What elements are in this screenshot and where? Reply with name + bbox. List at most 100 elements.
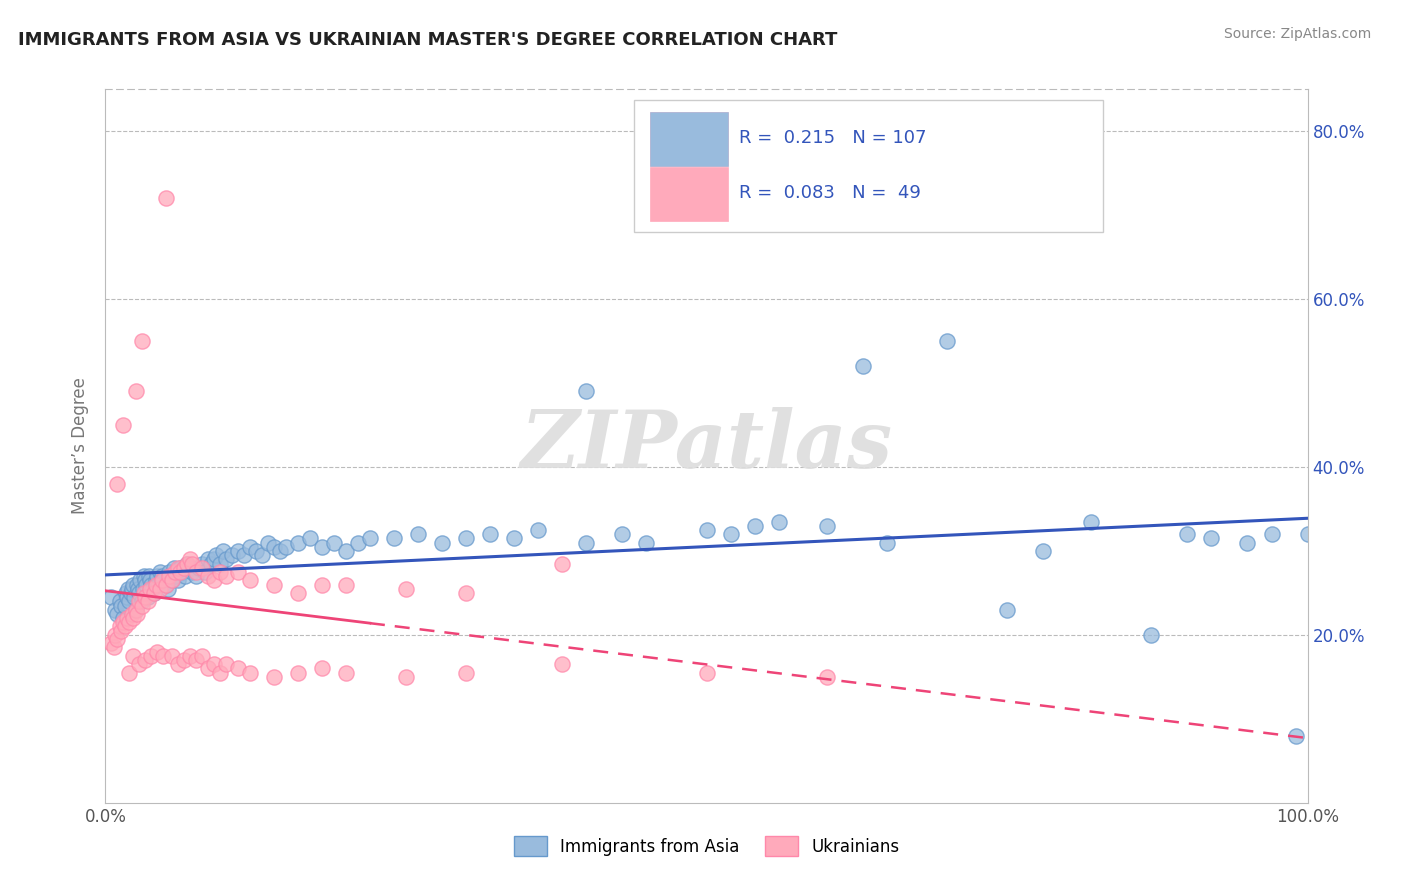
Point [108, 594, 131, 608]
Point [112, 611, 135, 625]
Point [146, 569, 169, 583]
Point [179, 552, 201, 566]
Point [112, 417, 135, 432]
Point [1080, 515, 1102, 529]
Point [165, 565, 187, 579]
Point [142, 586, 165, 600]
Point [382, 532, 405, 546]
Point [160, 648, 183, 663]
Point [142, 586, 165, 600]
Point [245, 544, 267, 558]
Point [208, 557, 231, 571]
Point [181, 557, 204, 571]
Point [190, 557, 212, 571]
Point [359, 532, 381, 546]
Point [551, 657, 574, 672]
Point [134, 653, 156, 667]
Point [190, 648, 212, 663]
Point [263, 540, 285, 554]
Point [136, 590, 159, 604]
Point [575, 384, 598, 399]
Point [239, 540, 262, 554]
Point [197, 569, 219, 583]
Point [136, 594, 159, 608]
Point [311, 540, 333, 554]
Point [226, 565, 249, 579]
Text: IMMIGRANTS FROM ASIA VS UKRAINIAN MASTER'S DEGREE CORRELATION CHART: IMMIGRANTS FROM ASIA VS UKRAINIAN MASTER… [18, 31, 838, 49]
Point [181, 565, 204, 579]
Point [184, 565, 207, 579]
Point [112, 615, 135, 630]
FancyBboxPatch shape [650, 167, 728, 220]
Point [1201, 532, 1223, 546]
Point [121, 607, 143, 621]
Point [250, 548, 273, 562]
Point [214, 569, 236, 583]
Point [430, 535, 453, 549]
Text: R =  0.083   N =  49: R = 0.083 N = 49 [740, 185, 921, 202]
Point [124, 603, 146, 617]
Point [479, 527, 502, 541]
Point [575, 535, 598, 549]
Point [176, 557, 198, 571]
Point [936, 334, 959, 348]
Point [269, 544, 291, 558]
Point [120, 586, 142, 600]
Point [406, 527, 429, 541]
Point [134, 590, 156, 604]
Point [1260, 527, 1282, 541]
Point [188, 560, 211, 574]
Point [173, 560, 195, 574]
Point [1296, 527, 1319, 541]
Point [551, 557, 574, 571]
Point [166, 657, 188, 672]
Point [107, 632, 129, 646]
Point [335, 577, 357, 591]
Y-axis label: Master’s Degree: Master’s Degree [72, 377, 90, 515]
Point [134, 574, 156, 588]
Point [190, 560, 212, 574]
Point [184, 653, 207, 667]
FancyBboxPatch shape [634, 100, 1104, 232]
Point [155, 191, 177, 205]
Point [226, 661, 249, 675]
Point [129, 574, 152, 588]
Point [107, 607, 129, 621]
Point [131, 599, 153, 613]
Point [169, 560, 191, 574]
Point [152, 648, 174, 663]
Point [173, 653, 195, 667]
Point [155, 577, 177, 591]
Point [169, 565, 191, 579]
Point [696, 665, 718, 680]
Point [157, 565, 180, 579]
Point [173, 569, 195, 583]
Point [125, 607, 148, 621]
Point [172, 565, 194, 579]
Point [132, 586, 155, 600]
Point [166, 560, 188, 574]
Point [131, 334, 153, 348]
Point [612, 527, 634, 541]
Point [744, 518, 766, 533]
Point [214, 552, 236, 566]
Point [454, 532, 477, 546]
Point [995, 603, 1018, 617]
Point [503, 532, 526, 546]
Point [335, 544, 357, 558]
Point [221, 548, 243, 562]
Point [815, 670, 838, 684]
Point [395, 582, 418, 596]
Point [287, 586, 309, 600]
Point [194, 565, 217, 579]
Point [138, 569, 160, 583]
Point [115, 611, 138, 625]
Point [197, 661, 219, 675]
Point [395, 670, 418, 684]
Point [100, 590, 122, 604]
Point [139, 648, 162, 663]
Point [122, 611, 145, 625]
Point [636, 535, 658, 549]
Point [208, 665, 231, 680]
Point [527, 523, 550, 537]
